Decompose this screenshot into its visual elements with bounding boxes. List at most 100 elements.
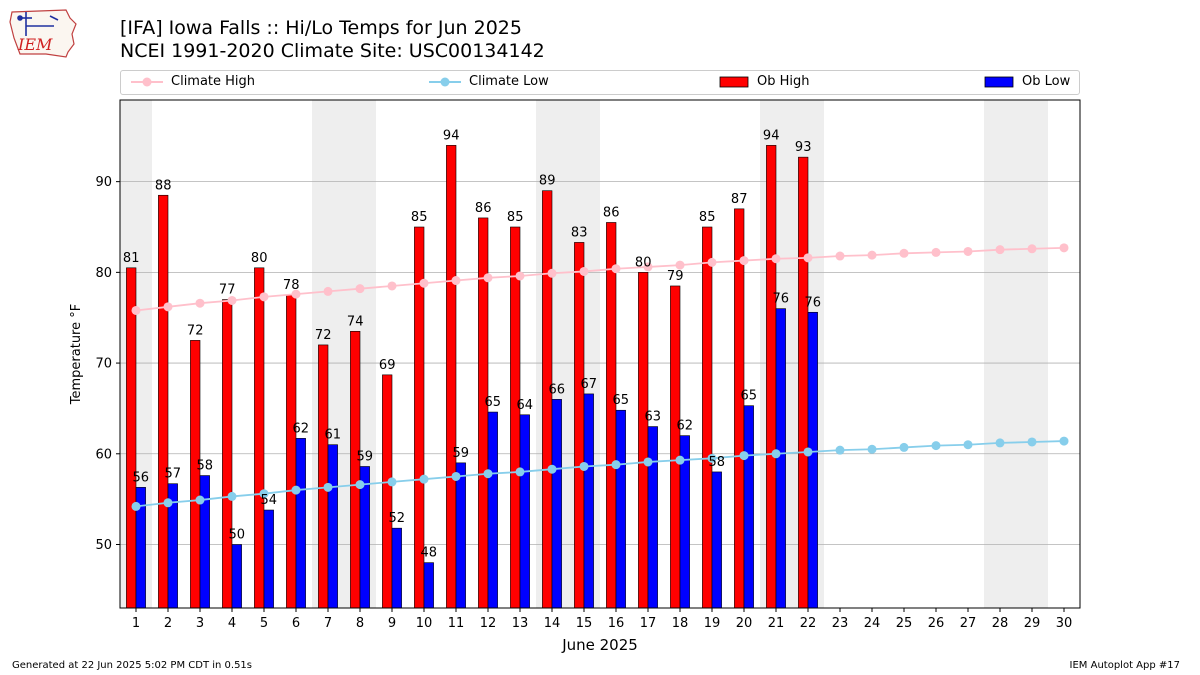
x-tick-label-24: 24 bbox=[864, 616, 881, 631]
ob-low-bar-13 bbox=[519, 414, 530, 609]
climate-low-point-25 bbox=[899, 442, 909, 452]
climate-low-point-18 bbox=[675, 455, 685, 465]
legend-item-climate-high: Climate High bbox=[131, 74, 255, 89]
shade-band-5 bbox=[984, 100, 1048, 608]
ob-high-label-15: 83 bbox=[571, 225, 588, 240]
y-axis-label: Temperature °F bbox=[69, 304, 84, 405]
ob-low-bar-20 bbox=[743, 405, 754, 609]
ob-low-bar-10 bbox=[423, 562, 434, 609]
ob-high-bar-6 bbox=[286, 294, 297, 609]
x-tick-label-5: 5 bbox=[260, 616, 268, 631]
x-tick-label-27: 27 bbox=[960, 616, 977, 631]
ob-low-label-3: 58 bbox=[197, 459, 214, 474]
ob-high-label-5: 80 bbox=[251, 251, 268, 266]
ob-high-label-16: 86 bbox=[603, 205, 620, 220]
x-tick-label-22: 22 bbox=[800, 616, 817, 631]
chart-subtitle: NCEI 1991-2020 Climate Site: USC00134142 bbox=[120, 40, 545, 62]
climate-low-point-5 bbox=[259, 489, 269, 499]
x-tick-label-16: 16 bbox=[608, 616, 625, 631]
climate-high-line-icon bbox=[131, 77, 163, 86]
climate-low-point-1 bbox=[131, 501, 141, 511]
ob-low-label-17: 63 bbox=[645, 410, 662, 425]
plot-frame bbox=[119, 99, 1081, 609]
app-credit: IEM Autoplot App #17 bbox=[1069, 660, 1180, 671]
ob-high-bar-21 bbox=[766, 145, 777, 609]
x-tick-label-21: 21 bbox=[768, 616, 785, 631]
ob-high-bar-17 bbox=[638, 272, 649, 609]
ob-high-label-13: 85 bbox=[507, 210, 524, 225]
logo-text: IEM bbox=[17, 35, 53, 54]
climate-high-point-8 bbox=[355, 284, 365, 294]
y-gridlines bbox=[120, 181, 1080, 545]
climate-high-point-29 bbox=[1027, 244, 1037, 254]
x-tick-label-4: 4 bbox=[228, 616, 236, 631]
ob-low-label-6: 62 bbox=[293, 421, 310, 436]
x-tick-label-26: 26 bbox=[928, 616, 945, 631]
climate-high-point-13 bbox=[515, 271, 525, 281]
ob-low-bar-7 bbox=[327, 444, 338, 609]
x-tick-label-6: 6 bbox=[292, 616, 300, 631]
legend-item-ob-high: Ob High bbox=[719, 74, 810, 89]
legend-label-climate-low: Climate Low bbox=[469, 74, 549, 89]
ob-high-label-8: 74 bbox=[347, 314, 364, 329]
climate-high-point-12 bbox=[483, 273, 493, 283]
x-tick-label-2: 2 bbox=[164, 616, 172, 631]
ob-high-bar-13 bbox=[510, 226, 521, 609]
x-tick-label-15: 15 bbox=[576, 616, 593, 631]
ob-high-bar-18 bbox=[670, 285, 681, 609]
climate-high-point-10 bbox=[419, 278, 429, 288]
ob-low-label-18: 62 bbox=[677, 419, 694, 434]
ob-high-label-3: 72 bbox=[187, 323, 204, 338]
x-tick-label-18: 18 bbox=[672, 616, 689, 631]
ob-low-bar-12 bbox=[487, 411, 498, 609]
x-tick-label-1: 1 bbox=[132, 616, 140, 631]
ob-high-label-6: 78 bbox=[283, 278, 300, 293]
ob-high-bar-8 bbox=[350, 331, 361, 609]
weather-station-icon bbox=[17, 12, 59, 36]
bar-value-labels: 81 88 72 77 80 78 72 74 69 85 94 86 85 89 83 86 80 79 85 87… bbox=[123, 128, 821, 560]
x-tick-label-25: 25 bbox=[896, 616, 913, 631]
climate-low-point-12 bbox=[483, 469, 493, 479]
ob-low-bar-6 bbox=[295, 438, 306, 609]
climate-low-point-17 bbox=[643, 457, 653, 467]
climate-high-point-30 bbox=[1059, 243, 1069, 253]
climate-high-point-11 bbox=[451, 276, 461, 286]
climate-low-point-23 bbox=[835, 445, 845, 455]
x-tick-label-23: 23 bbox=[832, 616, 849, 631]
x-tick-label-9: 9 bbox=[388, 616, 396, 631]
ob-low-bar-9 bbox=[391, 527, 402, 609]
climate-high-point-1 bbox=[131, 305, 141, 315]
x-tick-label-13: 13 bbox=[512, 616, 529, 631]
ob-low-label-10: 48 bbox=[421, 546, 438, 561]
ob-low-label-14: 66 bbox=[549, 382, 566, 397]
generated-timestamp: Generated at 22 Jun 2025 5:02 PM CDT in … bbox=[12, 660, 253, 671]
climate-high-point-19 bbox=[707, 257, 717, 267]
ob-high-label-14: 89 bbox=[539, 174, 556, 189]
climate-low-point-26 bbox=[931, 441, 941, 451]
climate-low-point-4 bbox=[227, 491, 237, 501]
climate-low-point-28 bbox=[995, 438, 1005, 448]
ob-high-bar-19 bbox=[702, 226, 713, 609]
ob-high-label-18: 79 bbox=[667, 269, 684, 284]
climate-high-point-17 bbox=[643, 262, 653, 272]
climate-lines bbox=[131, 243, 1069, 511]
climate-low-point-2 bbox=[163, 498, 173, 508]
ob-high-label-2: 88 bbox=[155, 178, 172, 193]
ob-low-bar-21 bbox=[775, 308, 786, 609]
ob-low-bar-14 bbox=[551, 399, 562, 609]
climate-low-point-14 bbox=[547, 464, 557, 474]
ob-high-label-7: 72 bbox=[315, 328, 332, 343]
x-tick-label-12: 12 bbox=[480, 616, 497, 631]
ob-high-bar-7 bbox=[318, 344, 329, 609]
climate-high-point-7 bbox=[323, 286, 333, 296]
climate-low-point-16 bbox=[611, 460, 621, 470]
climate-low-point-15 bbox=[579, 461, 589, 471]
ob-low-label-4: 50 bbox=[229, 528, 246, 543]
ob-low-label-5: 54 bbox=[261, 493, 278, 508]
climate-low-point-20 bbox=[739, 451, 749, 461]
ob-high-label-11: 94 bbox=[443, 128, 460, 143]
climate-low-point-27 bbox=[963, 440, 973, 450]
climate-high-line bbox=[135, 246, 1065, 312]
climate-high-point-25 bbox=[899, 248, 909, 258]
